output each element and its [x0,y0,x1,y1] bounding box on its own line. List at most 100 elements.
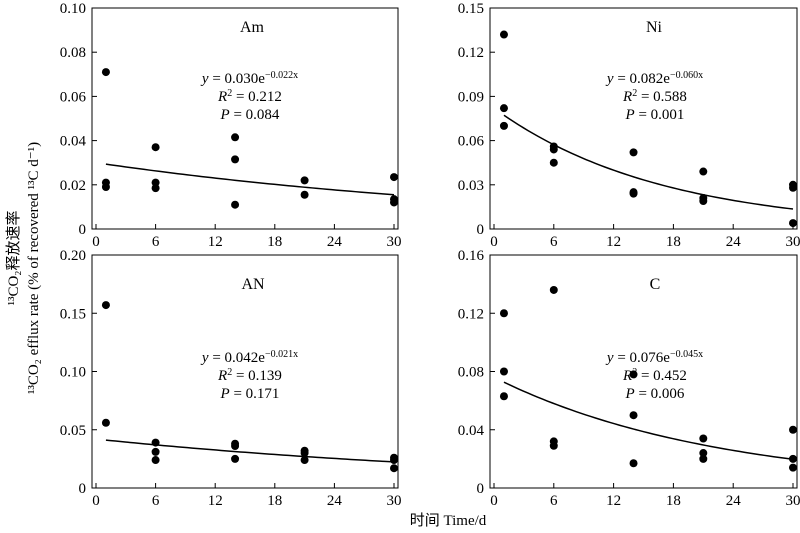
data-point [151,456,160,465]
y-tick-label: 0.06 [60,89,87,105]
y-tick-label: 0 [79,481,87,497]
equation-p-pre: P [625,386,635,402]
y-tick-label: 0.06 [458,134,485,150]
y-tick-label: 0.04 [60,134,87,150]
equation-exp: −0.060x [670,70,703,81]
y-tick-label: 0.10 [60,1,86,17]
regression-line-2: R2 = 0.588 [622,88,687,106]
y-tick-label: 0.03 [458,178,484,194]
equation-exp: −0.045x [670,349,703,360]
data-point [699,167,708,176]
equation-r2-pre: R [622,89,632,105]
regression-line-1: y = 0.082e−0.060x [605,70,703,88]
panel-label: Am [240,19,265,36]
data-point [499,392,508,401]
equation-r2-val: = 0.212 [232,89,282,105]
data-point [549,158,558,167]
data-point [789,425,797,434]
y-tick-label: 0 [79,222,87,238]
data-point [390,464,398,473]
data-point [499,104,508,113]
data-point [629,459,638,468]
equation-exp: −0.022x [265,70,298,81]
x-tick-label: 0 [92,493,100,509]
y-tick-label: 0.12 [458,306,484,322]
panel-label: C [650,276,661,293]
x-tick-label: 0 [490,234,498,250]
equation-r2-pre: R [217,89,227,105]
x-tick-label: 24 [726,234,742,250]
equation-eq: = 0.042e [209,350,266,366]
panel-an: 0 6 12 18 24 30 0 0.05 0.10 0.15 0.20 AN y = 0.042e−… [60,248,402,509]
equation-y: y [605,71,614,87]
data-point [101,183,110,192]
y-tick-label: 0.16 [458,248,485,264]
y-tick-label: 0.08 [60,45,86,61]
equation-y: y [605,350,614,366]
x-tick-label: 30 [387,493,402,509]
y-tick-label: 0.20 [60,248,86,264]
fit-curve [105,163,395,196]
x-tick-label: 18 [666,493,681,509]
panel-label: AN [241,276,265,293]
data-point [549,441,558,450]
x-tick-label: 30 [387,234,402,250]
plot-frame [489,7,798,230]
equation-p-val: = 0.001 [635,107,685,123]
x-tick-label: 12 [208,493,223,509]
regression-line-1: y = 0.042e−0.021x [200,349,298,367]
x-tick-label: 24 [726,493,742,509]
x-tick-label: 0 [92,234,100,250]
data-point [699,434,708,443]
x-tick-label: 18 [267,493,282,509]
data-point [499,121,508,130]
equation-r2-sup: 2 [632,367,637,378]
data-point [390,173,398,182]
data-point [231,442,240,451]
y-tick-label: 0.08 [458,365,484,381]
equation-eq: = 0.076e [614,350,671,366]
data-point [499,30,508,39]
regression-line-3: P = 0.001 [625,107,685,123]
data-point [151,178,160,187]
plot-frame [91,7,399,230]
data-point [300,176,309,185]
regression-line-2: R2 = 0.139 [217,367,282,385]
x-tick-label: 6 [550,493,558,509]
x-tick-label: 24 [327,493,343,509]
data-point [151,143,160,152]
data-point [151,184,160,193]
data-point [699,449,708,458]
fit-curve [503,114,794,210]
data-point [390,198,398,207]
x-tick-label: 0 [490,493,498,509]
y-tick-label: 0.04 [458,423,485,439]
data-point [789,219,797,228]
panel-c: 0 6 12 18 24 30 0 0.04 0.08 0.12 0.16 Cy = 0.076e−0… [458,248,800,509]
equation-r2-sup: 2 [632,88,637,99]
panel-am: 0 6 12 18 24 30 0 0.02 0.04 0.06 0.08 0.10 Am y = 0.0… [60,1,402,250]
equation-r2-pre: R [217,368,227,384]
equation-r2-sup: 2 [227,88,232,99]
x-axis-title: 时间 Time/d [410,512,487,529]
equation-y: y [200,71,209,87]
equation-y: y [200,350,209,366]
data-point [549,285,558,294]
regression-line-1: y = 0.030e−0.022x [200,70,298,88]
panel-ni: 0 6 12 18 24 30 0 0.03 0.06 0.09 0.12 0.15 Ni y = 0.0… [458,1,800,250]
data-point [390,456,398,465]
equation-p-val: = 0.006 [635,386,685,402]
data-point [699,454,708,463]
equation-r2-val: = 0.139 [232,368,282,384]
equation-p-pre: P [625,107,635,123]
data-point [101,68,110,77]
data-point [151,447,160,456]
data-point [231,133,240,142]
x-tick-label: 12 [208,234,223,250]
x-tick-label: 24 [327,234,343,250]
equation-eq: = 0.030e [209,71,266,87]
y-tick-label: 0.02 [60,178,86,194]
data-point [231,200,240,209]
x-tick-label: 30 [786,493,800,509]
